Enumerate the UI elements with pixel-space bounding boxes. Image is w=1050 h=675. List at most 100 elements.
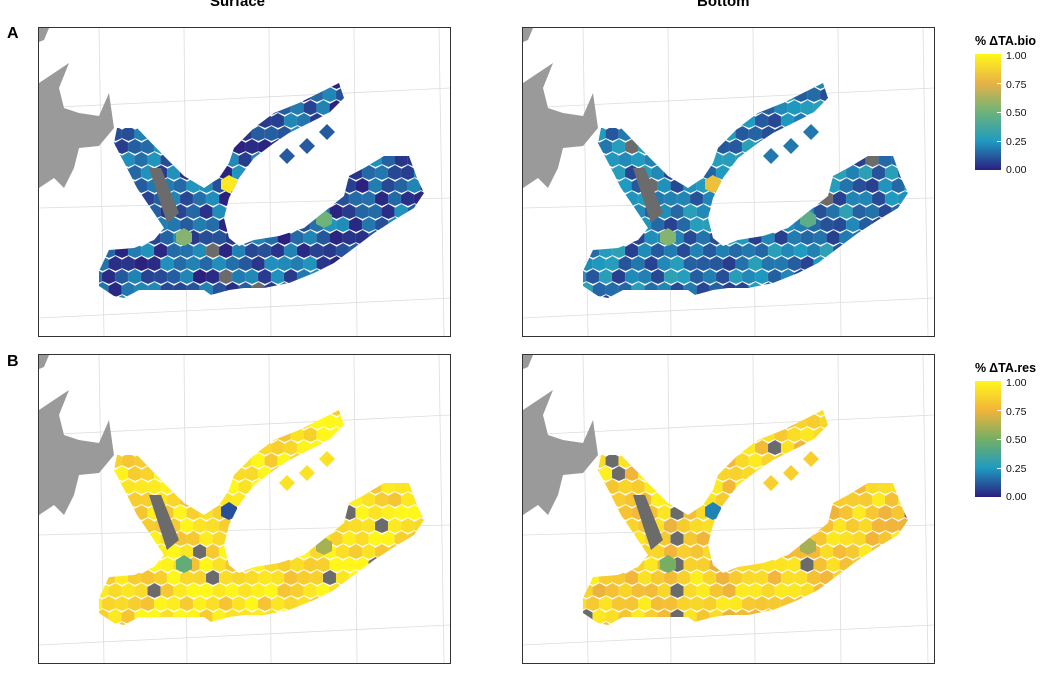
cell — [420, 229, 424, 246]
cell — [729, 61, 743, 76]
cell — [407, 125, 422, 142]
cell — [644, 410, 659, 417]
cell — [663, 268, 679, 285]
cell — [858, 86, 874, 103]
offshore-cell — [299, 465, 315, 481]
cell — [244, 268, 260, 285]
cell — [121, 426, 136, 443]
cell — [413, 465, 424, 482]
cell — [127, 268, 143, 285]
cell — [212, 426, 227, 443]
cell — [897, 164, 908, 181]
cell — [387, 543, 403, 560]
cell — [793, 517, 809, 534]
cell — [898, 61, 912, 76]
cell — [283, 491, 299, 508]
cell — [702, 138, 718, 155]
cell — [878, 151, 893, 168]
cell — [702, 86, 718, 103]
cell — [251, 229, 266, 246]
cell — [160, 151, 175, 168]
cell — [683, 582, 698, 599]
cell — [218, 439, 234, 456]
cell — [819, 164, 835, 181]
cell — [793, 294, 809, 298]
cell — [413, 242, 424, 259]
cell — [598, 216, 614, 233]
cell — [839, 556, 854, 573]
cell — [598, 242, 614, 259]
cell — [127, 242, 143, 259]
cell — [722, 478, 737, 495]
cell — [374, 138, 390, 155]
cell — [702, 439, 718, 456]
cell — [355, 478, 370, 495]
cell — [381, 426, 396, 443]
cell — [245, 388, 259, 403]
cell — [800, 478, 815, 495]
cell — [303, 83, 318, 90]
cell — [767, 294, 783, 298]
cell — [748, 125, 763, 142]
cell — [767, 413, 783, 430]
cell — [878, 255, 893, 272]
cell — [251, 504, 266, 521]
cell — [611, 294, 627, 298]
cell — [277, 255, 292, 272]
cell — [381, 452, 396, 469]
cell — [845, 268, 861, 285]
cell — [316, 255, 331, 272]
cell — [644, 281, 659, 298]
cell — [884, 517, 900, 534]
cell — [644, 83, 659, 90]
cell — [140, 190, 156, 207]
cell — [742, 61, 756, 76]
cell — [897, 138, 908, 155]
cell — [121, 255, 136, 272]
cell — [348, 216, 364, 233]
cell — [663, 595, 679, 612]
cell — [683, 452, 698, 469]
cell — [832, 543, 848, 560]
cell — [225, 83, 240, 90]
cell — [748, 99, 763, 116]
cell — [807, 388, 821, 403]
map-panel-surface-res — [38, 354, 451, 664]
cell — [140, 595, 156, 612]
cell — [348, 112, 364, 129]
cell — [251, 151, 266, 168]
cell — [140, 413, 156, 430]
cell — [414, 61, 428, 76]
cell — [374, 439, 390, 456]
cell — [567, 427, 581, 442]
cell — [147, 151, 162, 168]
cell — [394, 99, 409, 116]
cell — [884, 569, 900, 586]
cell — [839, 426, 854, 443]
cell — [787, 151, 802, 168]
cell — [598, 517, 614, 534]
legend-tickmark — [997, 439, 1001, 440]
cell — [904, 478, 908, 495]
cell — [624, 543, 640, 560]
legend-tickmark — [997, 112, 1001, 113]
cell — [420, 410, 424, 417]
cell — [83, 230, 97, 245]
cell — [748, 582, 763, 599]
cell — [329, 151, 344, 168]
cell — [676, 294, 692, 298]
cell — [322, 242, 338, 259]
cell — [715, 517, 731, 534]
cell — [592, 478, 607, 495]
cell — [787, 410, 802, 417]
cell — [316, 608, 331, 625]
cell — [420, 151, 424, 168]
cell — [845, 413, 861, 430]
cell — [83, 100, 97, 115]
cell — [413, 595, 424, 612]
cell — [728, 190, 744, 207]
cell — [897, 465, 908, 482]
cell — [611, 465, 627, 482]
cell — [83, 256, 97, 271]
cell — [99, 543, 104, 560]
